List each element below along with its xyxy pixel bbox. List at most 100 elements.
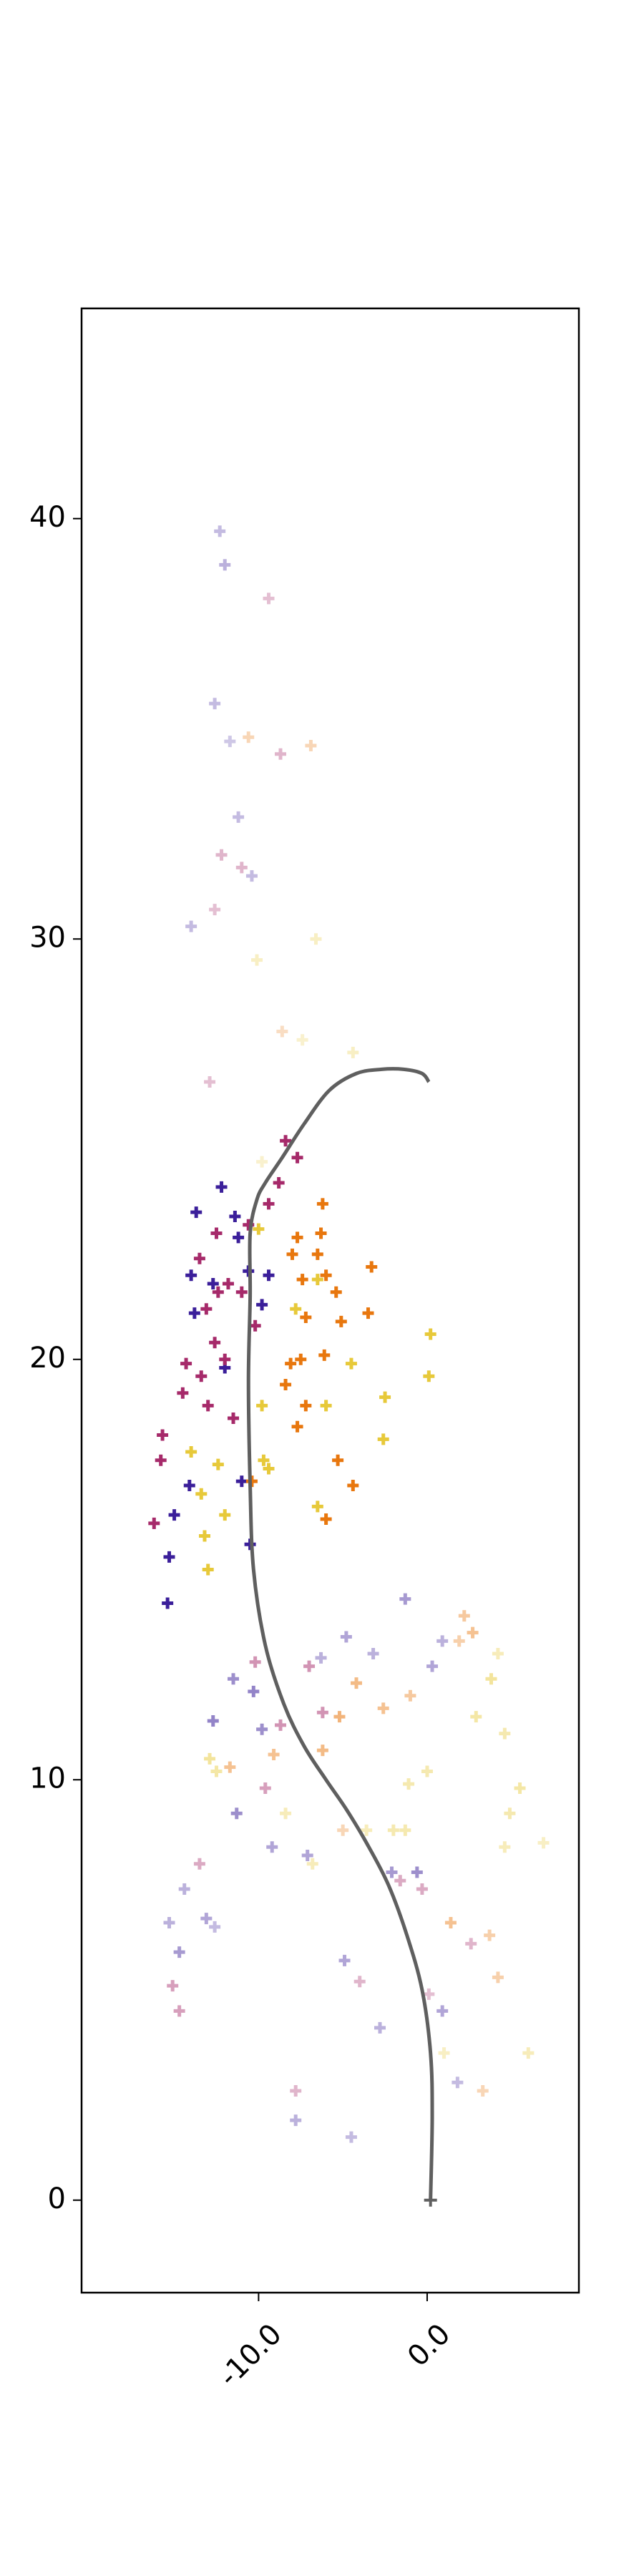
data-point-purple <box>263 1269 275 1282</box>
data-point-yellow <box>311 1501 323 1513</box>
data-point-magenta <box>465 1938 477 1950</box>
data-point-magenta <box>193 1252 205 1264</box>
data-point-magenta <box>263 1198 275 1210</box>
data-point-purple <box>256 1723 268 1735</box>
data-point-purple <box>163 1917 175 1928</box>
y-tick-label: 30 <box>29 921 66 954</box>
data-point-orange <box>280 1379 292 1390</box>
data-point-purple <box>315 1652 327 1664</box>
y-tick-label: 10 <box>29 1762 66 1795</box>
data-point-yellow <box>504 1807 516 1820</box>
data-point-orange <box>444 1917 457 1928</box>
data-point-magenta <box>249 1656 261 1668</box>
data-point-magenta <box>275 1719 286 1731</box>
plot-frame <box>80 307 580 2294</box>
y-tick-label: 40 <box>29 501 66 534</box>
data-point-magenta <box>215 849 228 861</box>
data-point-orange <box>453 1635 465 1647</box>
data-point-purple <box>230 1807 243 1820</box>
data-point-purple <box>290 2114 302 2127</box>
data-point-purple <box>209 698 221 710</box>
data-point-orange <box>316 1198 328 1210</box>
data-point-yellow <box>185 1446 197 1458</box>
data-point-orange <box>404 1689 416 1702</box>
data-point-orange <box>351 1677 363 1689</box>
x-tick-label: -10.0 <box>213 2318 288 2394</box>
data-point-purple <box>185 1269 197 1282</box>
data-point-orange <box>332 1454 344 1466</box>
data-point-orange <box>366 1261 378 1273</box>
data-point-yellow <box>310 933 322 945</box>
data-point-magenta <box>290 2085 302 2097</box>
data-point-magenta <box>209 904 221 916</box>
data-point-orange <box>362 1307 374 1319</box>
data-point-yellow <box>320 1400 332 1412</box>
data-point-orange <box>291 1231 303 1244</box>
data-point-orange <box>318 1349 331 1361</box>
data-point-purple <box>248 1685 260 1697</box>
data-point-yellow <box>219 1509 231 1521</box>
data-point-purple <box>256 1299 268 1311</box>
data-point-purple <box>163 1551 175 1563</box>
data-point-orange <box>291 1420 303 1433</box>
data-point-yellow <box>514 1782 526 1794</box>
data-point-yellow <box>202 1563 214 1576</box>
data-point-yellow <box>256 1400 268 1412</box>
data-point-purple <box>245 870 258 882</box>
data-point-purple <box>436 2005 449 2017</box>
data-point-yellow <box>198 1530 210 1542</box>
data-point-orange <box>320 1513 332 1525</box>
trajectory-start-point <box>424 2193 437 2207</box>
trajectory-start-marker <box>424 2193 437 2207</box>
data-point-purple <box>207 1715 219 1727</box>
data-point-yellow <box>210 1765 223 1777</box>
data-point-magenta <box>167 1980 179 1992</box>
data-point-magenta <box>212 1286 224 1298</box>
data-point-magenta <box>173 2005 185 2017</box>
data-point-yellow <box>256 1156 268 1168</box>
data-point-orange <box>330 1286 342 1298</box>
data-point-purple <box>214 525 226 537</box>
data-point-purple <box>209 1921 221 1933</box>
data-point-orange <box>268 1749 280 1760</box>
data-point-yellow <box>403 1778 415 1790</box>
x-tick-label: 0.0 <box>401 2318 457 2373</box>
data-point-magenta <box>180 1357 192 1370</box>
data-point-magenta <box>249 1319 261 1332</box>
data-point-purple <box>188 1307 200 1319</box>
data-point-yellow <box>290 1303 302 1315</box>
data-point-yellow <box>258 1454 270 1466</box>
data-point-orange <box>315 1227 327 1239</box>
data-point-magenta <box>273 1177 285 1189</box>
data-point-yellow <box>296 1034 308 1046</box>
data-point-magenta <box>280 1135 292 1147</box>
data-point-purple <box>399 1593 411 1605</box>
data-point-yellow <box>377 1433 389 1445</box>
data-point-purple <box>162 1597 174 1609</box>
data-point-yellow <box>421 1765 433 1777</box>
data-point-magenta <box>193 1858 205 1870</box>
data-point-yellow <box>522 2047 535 2059</box>
data-point-purple <box>266 1841 278 1853</box>
data-point-magenta <box>353 1976 366 1988</box>
data-point-orange <box>458 1610 470 1622</box>
data-point-magenta <box>148 1517 160 1529</box>
data-point-yellow <box>387 1824 399 1836</box>
data-point-yellow <box>345 1357 357 1370</box>
data-point-purple <box>229 1211 241 1222</box>
data-point-purple <box>178 1883 190 1895</box>
data-point-magenta <box>228 1413 240 1424</box>
data-point-orange <box>285 1357 297 1370</box>
data-point-purple <box>386 1866 398 1878</box>
data-point-magenta <box>210 1227 223 1239</box>
data-point-purple <box>345 2131 357 2143</box>
data-point-orange <box>320 1269 332 1282</box>
data-point-purple <box>190 1206 203 1219</box>
data-point-magenta <box>235 1286 248 1298</box>
data-point-yellow <box>306 1858 318 1870</box>
data-point-orange <box>296 1274 308 1286</box>
data-point-magenta <box>235 862 248 874</box>
data-point-orange <box>295 1353 307 1365</box>
data-point-orange <box>276 1025 288 1038</box>
trajectory-line <box>246 1067 434 2200</box>
